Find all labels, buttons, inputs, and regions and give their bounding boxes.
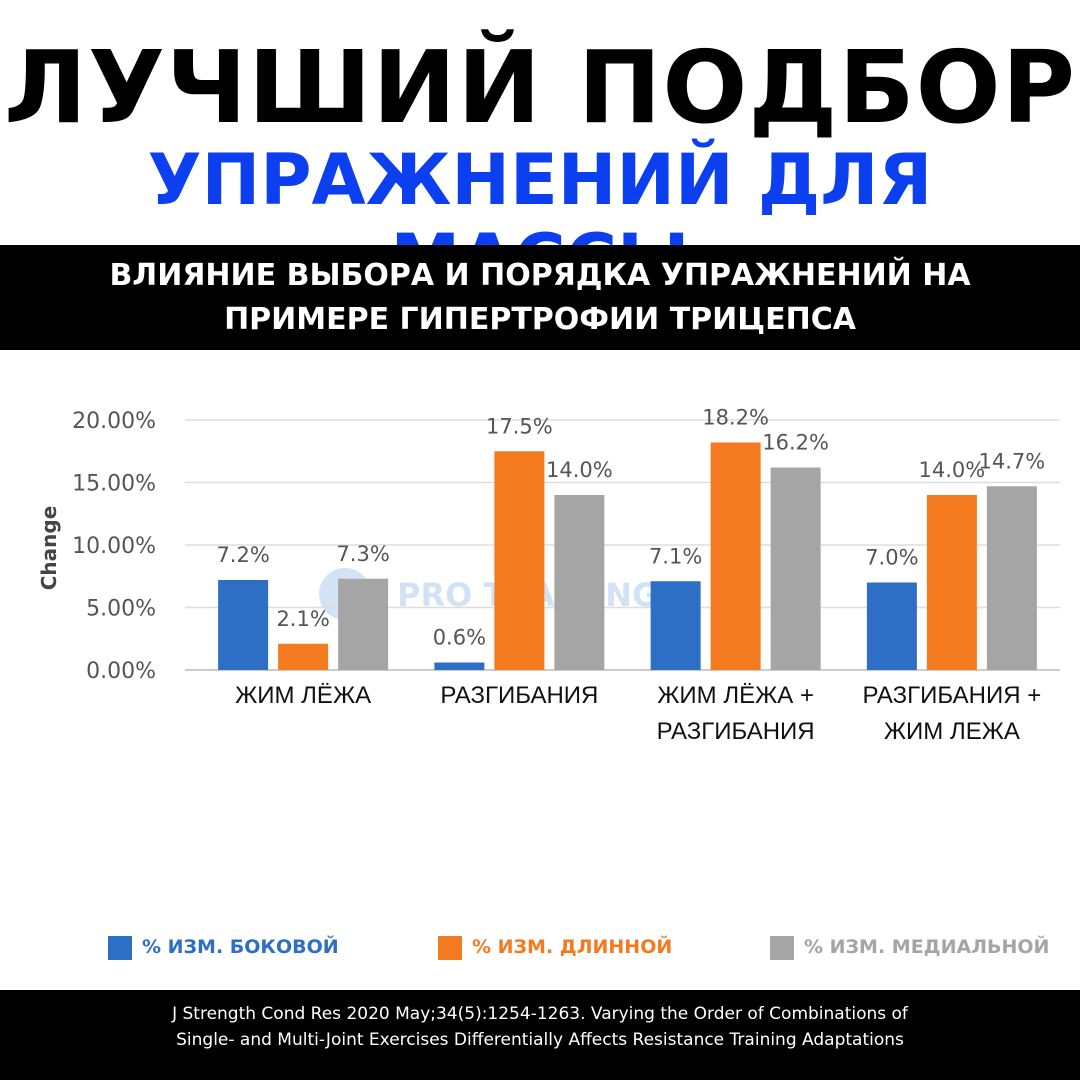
bar: [494, 451, 545, 670]
x-tick-label: РАЗГИБАНИЯ + ЖИМ ЛЕЖА: [862, 682, 1042, 745]
bar: [710, 442, 761, 670]
bar: [338, 578, 389, 670]
value-label: 14.0%: [919, 458, 986, 482]
bar: [866, 582, 917, 670]
bar: [278, 643, 329, 670]
legend-swatch: [108, 936, 132, 960]
legend-swatch: [438, 936, 462, 960]
value-label: 18.2%: [702, 406, 769, 430]
value-label: 17.5%: [486, 414, 553, 438]
chart: PRO TRAINING0.00%5.00%10.00%15.00%20.00%…: [37, 406, 1060, 960]
bar: [650, 581, 701, 670]
value-label: 7.0%: [865, 546, 918, 570]
y-tick-label: 0.00%: [86, 659, 156, 684]
legend-label: % ИЗМ. ДЛИННОЙ: [472, 936, 673, 958]
value-label: 16.2%: [762, 431, 829, 455]
bar: [986, 486, 1037, 670]
x-tick-label: РАЗГИБАНИЯ: [440, 682, 599, 709]
x-tick-label: ЖИМ ЛЁЖА: [235, 682, 372, 709]
legend-label: % ИЗМ. БОКОВОЙ: [142, 936, 339, 958]
value-label: 7.2%: [216, 543, 269, 567]
banner: ВЛИЯНИЕ ВЫБОРА И ПОРЯДКА УПРАЖНЕНИЙ НА П…: [0, 245, 1080, 350]
y-tick-label: 5.00%: [86, 597, 156, 622]
legend-swatch: [770, 936, 794, 960]
bar: [554, 495, 605, 670]
citation-line: J Strength Cond Res 2020 May;34(5):1254-…: [172, 1004, 908, 1024]
value-label: 2.1%: [276, 607, 329, 631]
x-tick-label: ЖИМ ЛЁЖА + РАЗГИБАНИЯ: [656, 682, 815, 745]
bar: [770, 467, 821, 670]
value-label: 7.3%: [336, 542, 389, 566]
banner-line: ВЛИЯНИЕ ВЫБОРА И ПОРЯДКА УПРАЖНЕНИЙ НА: [109, 258, 971, 293]
y-tick-label: 20.00%: [72, 409, 156, 434]
bar: [434, 662, 485, 670]
y-axis-label: Change: [37, 506, 61, 591]
citation-line: Single- and Multi-Joint Exercises Differ…: [176, 1030, 904, 1050]
value-label: 7.1%: [649, 544, 702, 568]
value-label: 14.0%: [546, 458, 613, 482]
value-label: 14.7%: [979, 449, 1046, 473]
y-tick-label: 10.00%: [72, 534, 156, 559]
legend-label: % ИЗМ. МЕДИАЛЬНОЙ: [804, 936, 1050, 958]
value-label: 0.6%: [433, 626, 486, 650]
banner-line: ПРИМЕРЕ ГИПЕРТРОФИИ ТРИЦЕПСА: [224, 302, 856, 337]
title: ЛУЧШИЙ ПОДБОР: [4, 29, 1076, 146]
bar: [218, 580, 269, 670]
y-tick-label: 15.00%: [72, 472, 156, 497]
footer: J Strength Cond Res 2020 May;34(5):1254-…: [0, 990, 1080, 1080]
bar: [926, 495, 977, 670]
